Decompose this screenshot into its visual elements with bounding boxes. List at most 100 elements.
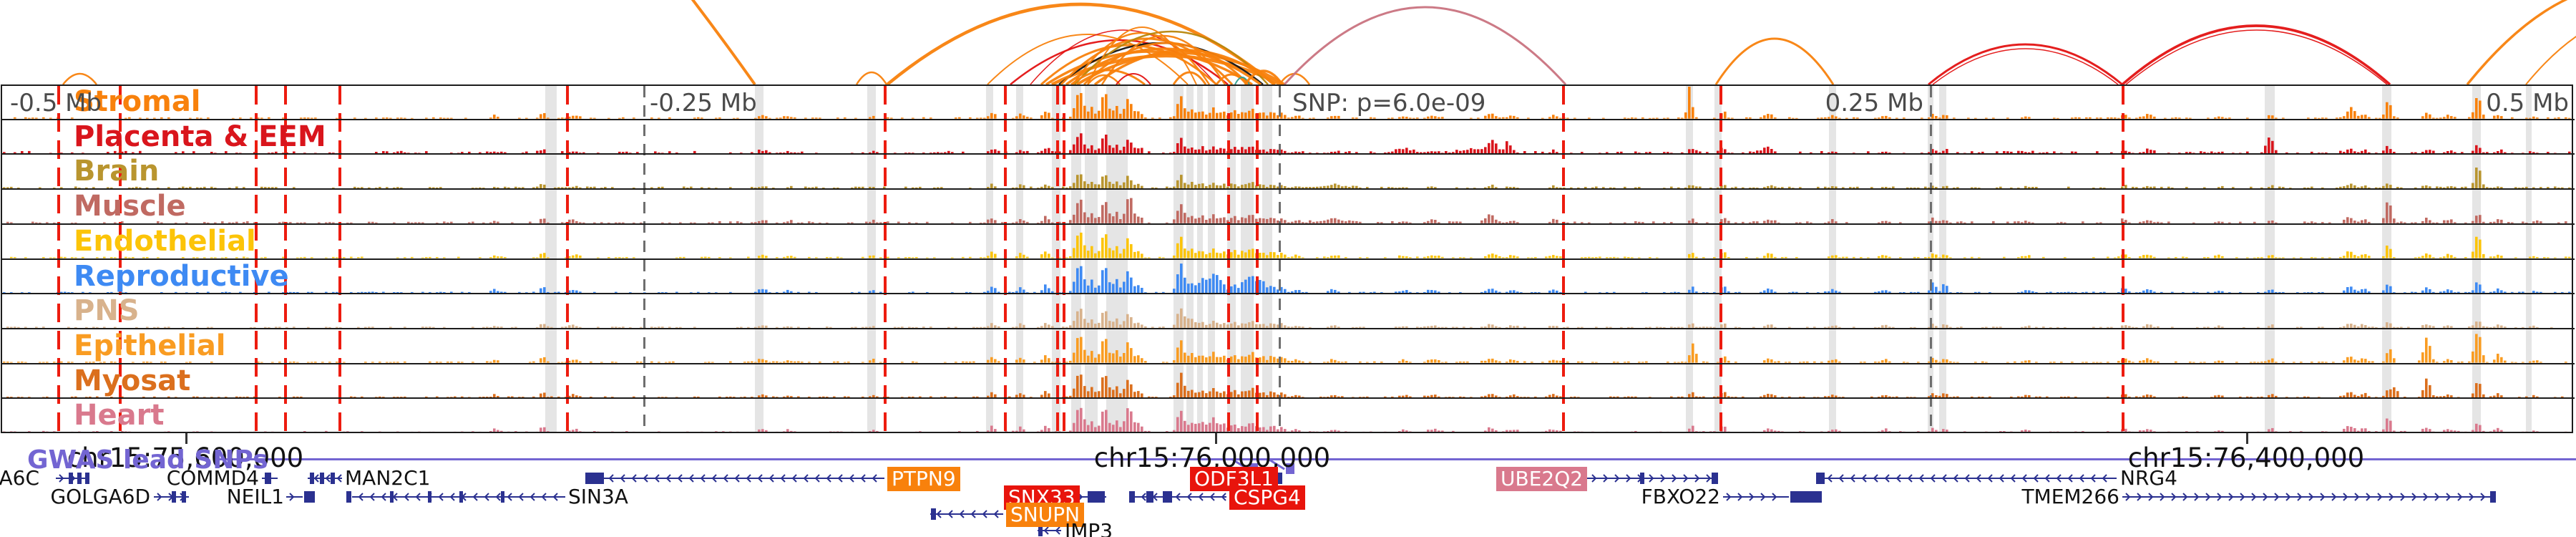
interaction-arc — [987, 34, 1189, 84]
track-label-myosat: Myosat — [74, 364, 191, 397]
interaction-arc — [62, 72, 97, 84]
interaction-arc — [2525, 36, 2576, 84]
interaction-arc — [2125, 29, 2388, 84]
gene-label-snupn: SNUPN — [1006, 503, 1085, 527]
track-separator — [1, 118, 2575, 120]
track-label-placenta-eem: Placenta & EEM — [74, 120, 326, 153]
interaction-arc — [1714, 37, 1835, 84]
ruler-tick-label: -0.25 Mb — [650, 89, 757, 117]
gene-label-cspg4: CSPG4 — [1229, 485, 1305, 510]
track-label-pns: PNS — [74, 294, 140, 328]
gwas-line — [218, 458, 2576, 460]
gene-label-imp3: IMP3 — [1065, 519, 1113, 537]
gene-model-ube2q2 — [1566, 473, 1718, 484]
track-label-brain: Brain — [74, 155, 160, 188]
signal-muscle — [6, 198, 2567, 223]
interaction-arc — [1244, 69, 1284, 84]
ruler-tick-label: -0.5 Mb — [10, 89, 102, 117]
gwas-snp-marker — [1286, 463, 1294, 474]
track-separator — [1, 223, 2575, 225]
axis-tick — [1215, 433, 1217, 444]
ruler-tick-label: 0.25 Mb — [1825, 89, 1923, 117]
gene-model-cspg4 — [1129, 491, 1226, 503]
gene-label-commd4: COMMD4 — [166, 466, 259, 490]
track-label-muscle: Muscle — [74, 190, 186, 223]
interaction-arc — [1928, 43, 2123, 84]
gene-model-snupn — [930, 508, 1003, 520]
gene-model-man2c1 — [308, 473, 342, 484]
snp-pvalue-label: SNP: p=6.0e-09 — [1292, 89, 1486, 117]
gene-model-sin3a — [346, 491, 565, 503]
interaction-arc — [1101, 34, 1226, 84]
interaction-arc — [2121, 24, 2391, 84]
gene-label-nrg4: NRG4 — [2120, 466, 2177, 490]
axis-tick — [2246, 433, 2248, 444]
signal-epithelial — [3, 334, 2567, 363]
gene-model-golga6c — [56, 473, 89, 484]
gene-label-fbxo22: FBXO22 — [1641, 485, 1720, 508]
signal-pns — [6, 308, 2553, 328]
gene-model-neil1 — [286, 491, 315, 503]
track-separator — [1, 258, 2575, 260]
gene-model-tmem266 — [2122, 491, 2496, 503]
signal-placenta-eem — [3, 133, 2571, 154]
signal-tracks — [3, 87, 2571, 433]
gene-label-neil1: NEIL1 — [226, 485, 284, 508]
gene-label-ptpn9: PTPN9 — [887, 467, 960, 491]
gene-model-commd4 — [262, 473, 278, 484]
track-label-reproductive: Reproductive — [74, 259, 289, 293]
gene-label-golga6c: GOLGA6C — [0, 466, 39, 490]
gene-label-sin3a: SIN3A — [568, 485, 628, 508]
interaction-arc — [855, 71, 888, 84]
track-label-endothelial: Endothelial — [74, 224, 256, 258]
track-separator — [1, 397, 2575, 400]
interaction-arc — [1040, 44, 1218, 84]
ruler-tick-label: 0.5 Mb — [2486, 89, 2569, 117]
track-separator — [1, 362, 2575, 364]
axis-tick — [185, 433, 187, 444]
signal-brain — [3, 168, 2571, 189]
track-label-stromal: Stromal — [74, 85, 201, 118]
signal-reproductive — [3, 263, 2571, 294]
track-label-heart: Heart — [74, 399, 165, 432]
interaction-arc — [1083, 42, 1250, 84]
interaction-arc — [1070, 69, 1146, 84]
interaction-arc — [1087, 74, 1121, 84]
gene-label-man2c1: MAN2C1 — [345, 466, 431, 490]
gene-label-golga6d: GOLGA6D — [50, 485, 150, 508]
gene-label-ube2q2: UBE2Q2 — [1496, 467, 1588, 491]
axis-label-chr15-75-600-000: chr15:75,600,000 — [67, 442, 304, 473]
track-separator — [1, 188, 2575, 190]
interaction-arc — [1215, 73, 1248, 84]
gene-model-nrg4 — [1816, 473, 2117, 484]
interaction-arc — [1932, 48, 2119, 84]
gene-model-imp3 — [1038, 525, 1061, 536]
gene-models — [56, 473, 2496, 536]
gene-label-tmem266: TMEM266 — [2021, 485, 2119, 508]
signal-stromal — [14, 87, 2571, 119]
interaction-arc — [1072, 32, 1211, 84]
interaction-arc — [1093, 49, 1277, 84]
interaction-arcs — [62, 0, 2576, 84]
axis-label-chr15-76-400-000: chr15:76,400,000 — [2127, 442, 2365, 473]
gene-model-fbxo22 — [1723, 491, 1822, 503]
interaction-arc — [1283, 6, 1567, 84]
interaction-arc — [691, 0, 756, 84]
track-separator — [1, 293, 2575, 295]
interaction-arc — [1172, 71, 1207, 84]
interaction-arc — [1087, 26, 1197, 84]
gene-model-ptpn9 — [585, 473, 884, 484]
signal-myosat — [6, 372, 2564, 398]
interaction-arc — [1116, 73, 1151, 84]
track-label-epithelial: Epithelial — [74, 329, 226, 362]
track-separator — [1, 153, 2575, 155]
interaction-arc — [1030, 29, 1217, 84]
interaction-arc — [1010, 39, 1229, 84]
interaction-arc — [1045, 50, 1253, 84]
track-separator — [1, 327, 2575, 329]
signal-heart — [3, 407, 2567, 433]
gwas-lead-snps-label: GWAS lead SNPs — [27, 445, 268, 475]
interaction-arc — [2466, 0, 2568, 84]
signal-endothelial — [10, 232, 2571, 258]
